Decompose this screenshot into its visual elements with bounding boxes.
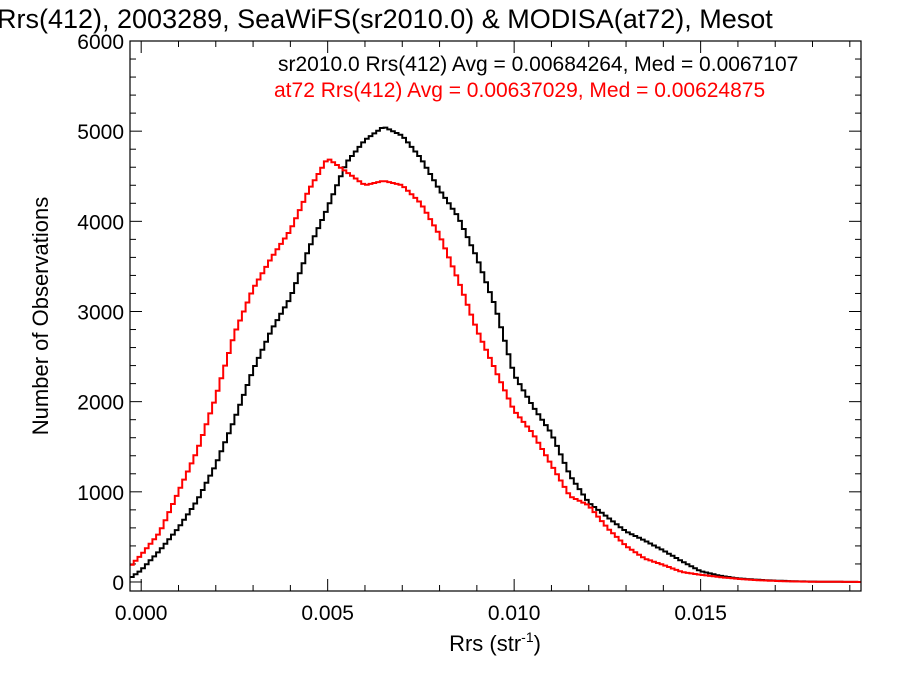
x-axis-label: Rrs (str-1) bbox=[449, 629, 541, 656]
x-tick-label: 0.015 bbox=[674, 602, 727, 625]
y-tick-label: 6000 bbox=[77, 31, 124, 54]
legend-entry-sr2010: sr2010.0 Rrs(412) Avg = 0.00684264, Med … bbox=[278, 53, 798, 76]
x-tick-label: 0.000 bbox=[115, 602, 168, 625]
chart-title: Rrs(412), 2003289, SeaWiFS(sr2010.0) & M… bbox=[0, 4, 773, 34]
legend-entry-at72: at72 Rrs(412) Avg = 0.00637029, Med = 0.… bbox=[274, 79, 765, 102]
y-tick-label: 4000 bbox=[77, 211, 124, 234]
y-axis-label: Number of Observations bbox=[28, 197, 53, 435]
x-axis-label-text: Rrs (str bbox=[449, 631, 521, 656]
series-line-0 bbox=[130, 126, 861, 583]
y-tick-label: 2000 bbox=[77, 392, 124, 415]
series-line-1 bbox=[130, 158, 861, 583]
y-tick-label: 0 bbox=[112, 572, 124, 595]
y-tick-label: 5000 bbox=[77, 121, 124, 144]
axis-ticks bbox=[130, 40, 861, 591]
x-tick-label: 0.010 bbox=[488, 602, 541, 625]
y-tick-labels: 0 1000 2000 3000 4000 5000 6000 bbox=[77, 31, 124, 595]
legend: sr2010.0 Rrs(412) Avg = 0.00684264, Med … bbox=[274, 53, 798, 102]
x-tick-labels: 0.000 0.005 0.010 0.015 bbox=[115, 602, 727, 625]
x-axis-label-superscript: -1 bbox=[521, 629, 534, 645]
x-tick-label: 0.005 bbox=[301, 602, 354, 625]
x-axis-label-close: ) bbox=[534, 631, 541, 656]
y-tick-label: 1000 bbox=[77, 482, 124, 505]
series-layer bbox=[130, 126, 861, 583]
plot-frame bbox=[129, 40, 862, 592]
y-tick-label: 3000 bbox=[77, 301, 124, 324]
